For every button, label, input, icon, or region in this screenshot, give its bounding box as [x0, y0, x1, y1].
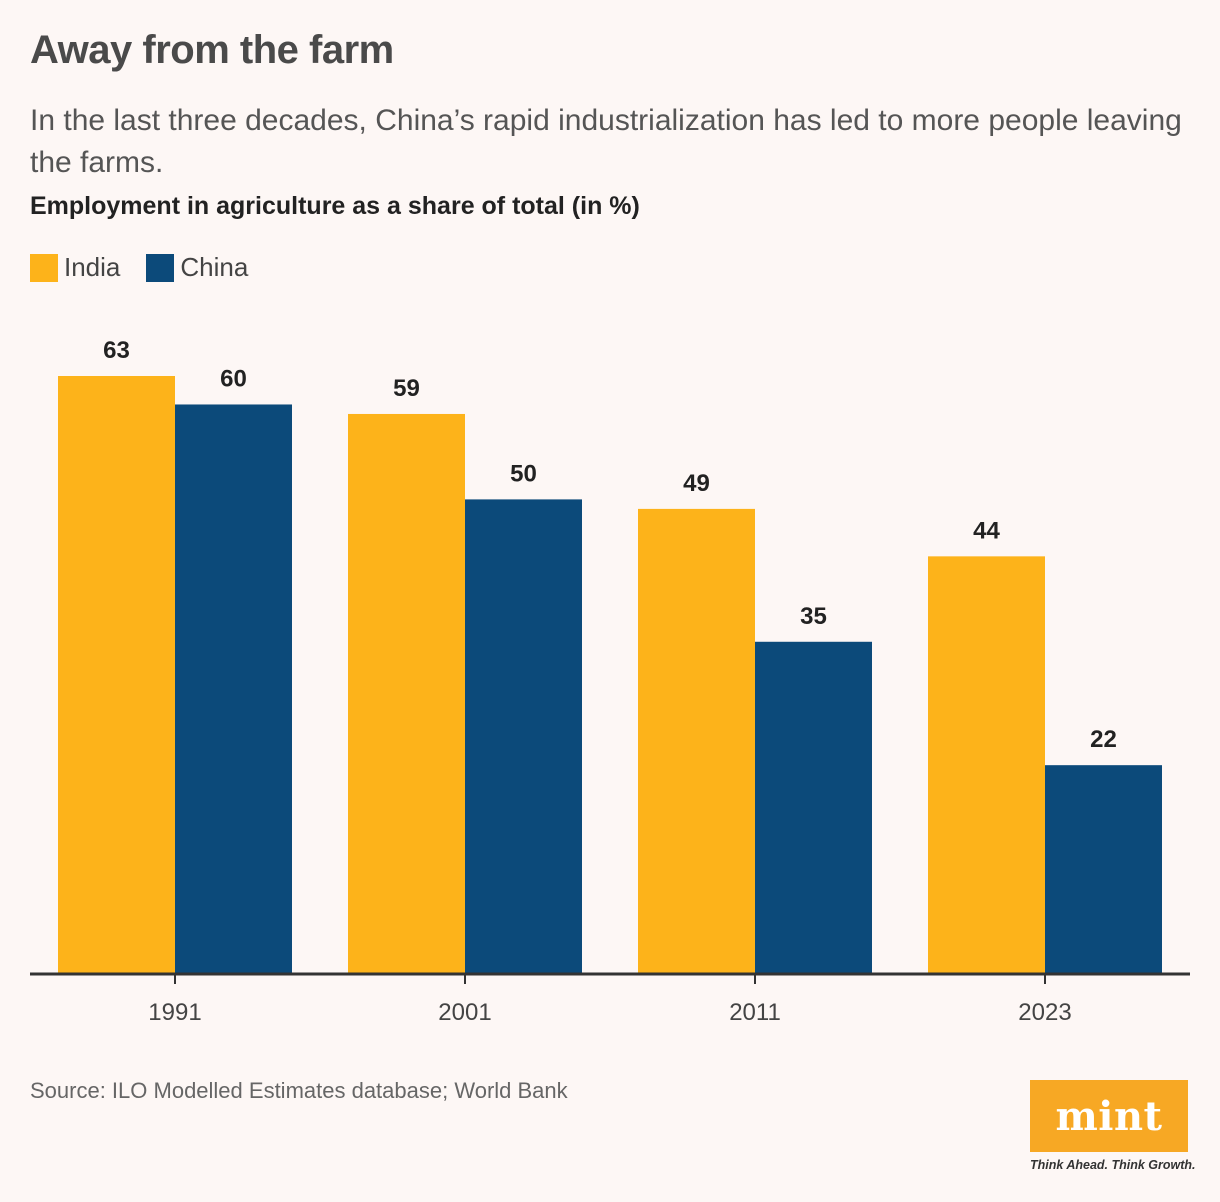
bar-china-2023: [1045, 765, 1162, 974]
data-label-india-2011: 49: [683, 470, 710, 497]
bar-india-2001: [348, 413, 465, 974]
legend-item-china: China: [146, 252, 248, 283]
legend-label-china: China: [180, 252, 249, 282]
chart-heading: Employment in agriculture as a share of …: [30, 192, 640, 220]
mint-logo: mint: [1030, 1080, 1188, 1152]
data-label-china-2011: 35: [800, 603, 827, 630]
legend-label-india: India: [64, 252, 121, 282]
x-tick-label-2011: 2011: [729, 999, 781, 1026]
mint-logo-text: mint: [1055, 1092, 1163, 1140]
data-label-india-2023: 44: [973, 517, 1000, 544]
x-tick-label-2001: 2001: [438, 999, 491, 1026]
chart-subtitle: In the last three decades, China’s rapid…: [30, 104, 1182, 179]
x-tick-label-1991: 1991: [148, 999, 201, 1026]
data-label-china-2001: 50: [510, 460, 537, 487]
bar-china-1991: [175, 404, 292, 974]
bar-china-2001: [465, 499, 582, 974]
bar-india-2023: [928, 556, 1045, 974]
bar-china-2011: [755, 641, 872, 974]
data-label-china-1991: 60: [220, 365, 247, 392]
legend-swatch-india: [30, 253, 58, 282]
legend-item-india: India: [30, 252, 120, 283]
legend: India China: [30, 252, 274, 283]
data-label-china-2023: 22: [1090, 726, 1117, 753]
source-note: Source: ILO Modelled Estimates database;…: [30, 1078, 568, 1103]
x-tick-label-2023: 2023: [1018, 999, 1071, 1026]
bar-chart: 63 60 1991 59 50 2001 49 35 2011 44 22 2023: [30, 337, 1190, 1026]
chart-title: Away from the farm: [30, 28, 394, 72]
data-label-india-1991: 63: [103, 337, 130, 364]
legend-swatch-china: [146, 253, 175, 282]
bar-india-2011: [638, 508, 755, 974]
bar-india-1991: [58, 376, 175, 974]
logo-tagline: Think Ahead. Think Growth.: [1030, 1158, 1196, 1172]
data-label-india-2001: 59: [393, 375, 420, 402]
